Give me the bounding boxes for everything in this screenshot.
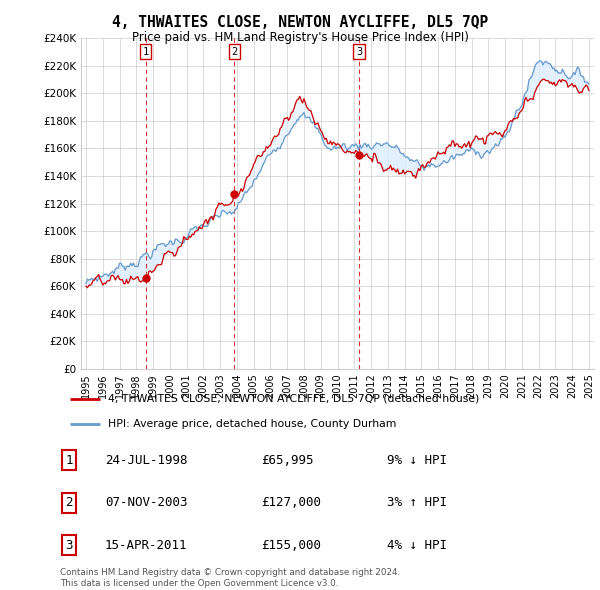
Text: This data is licensed under the Open Government Licence v3.0.: This data is licensed under the Open Gov… — [60, 579, 338, 588]
Text: 15-APR-2011: 15-APR-2011 — [105, 539, 187, 552]
Text: 1: 1 — [65, 454, 73, 467]
Text: £65,995: £65,995 — [261, 454, 314, 467]
Text: 4, THWAITES CLOSE, NEWTON AYCLIFFE, DL5 7QP: 4, THWAITES CLOSE, NEWTON AYCLIFFE, DL5 … — [112, 15, 488, 30]
Text: 3% ↑ HPI: 3% ↑ HPI — [387, 496, 447, 509]
Text: 24-JUL-1998: 24-JUL-1998 — [105, 454, 187, 467]
Text: £127,000: £127,000 — [261, 496, 321, 509]
Text: 9% ↓ HPI: 9% ↓ HPI — [387, 454, 447, 467]
Text: 4, THWAITES CLOSE, NEWTON AYCLIFFE, DL5 7QP (detached house): 4, THWAITES CLOSE, NEWTON AYCLIFFE, DL5 … — [108, 394, 479, 404]
Text: 2: 2 — [231, 47, 238, 57]
Text: 3: 3 — [65, 539, 73, 552]
Text: 07-NOV-2003: 07-NOV-2003 — [105, 496, 187, 509]
Text: 3: 3 — [356, 47, 362, 57]
Text: HPI: Average price, detached house, County Durham: HPI: Average price, detached house, Coun… — [108, 419, 396, 430]
Text: 2: 2 — [65, 496, 73, 509]
Text: Contains HM Land Registry data © Crown copyright and database right 2024.: Contains HM Land Registry data © Crown c… — [60, 568, 400, 576]
Text: 4% ↓ HPI: 4% ↓ HPI — [387, 539, 447, 552]
Text: £155,000: £155,000 — [261, 539, 321, 552]
Text: 1: 1 — [143, 47, 149, 57]
Text: Price paid vs. HM Land Registry's House Price Index (HPI): Price paid vs. HM Land Registry's House … — [131, 31, 469, 44]
